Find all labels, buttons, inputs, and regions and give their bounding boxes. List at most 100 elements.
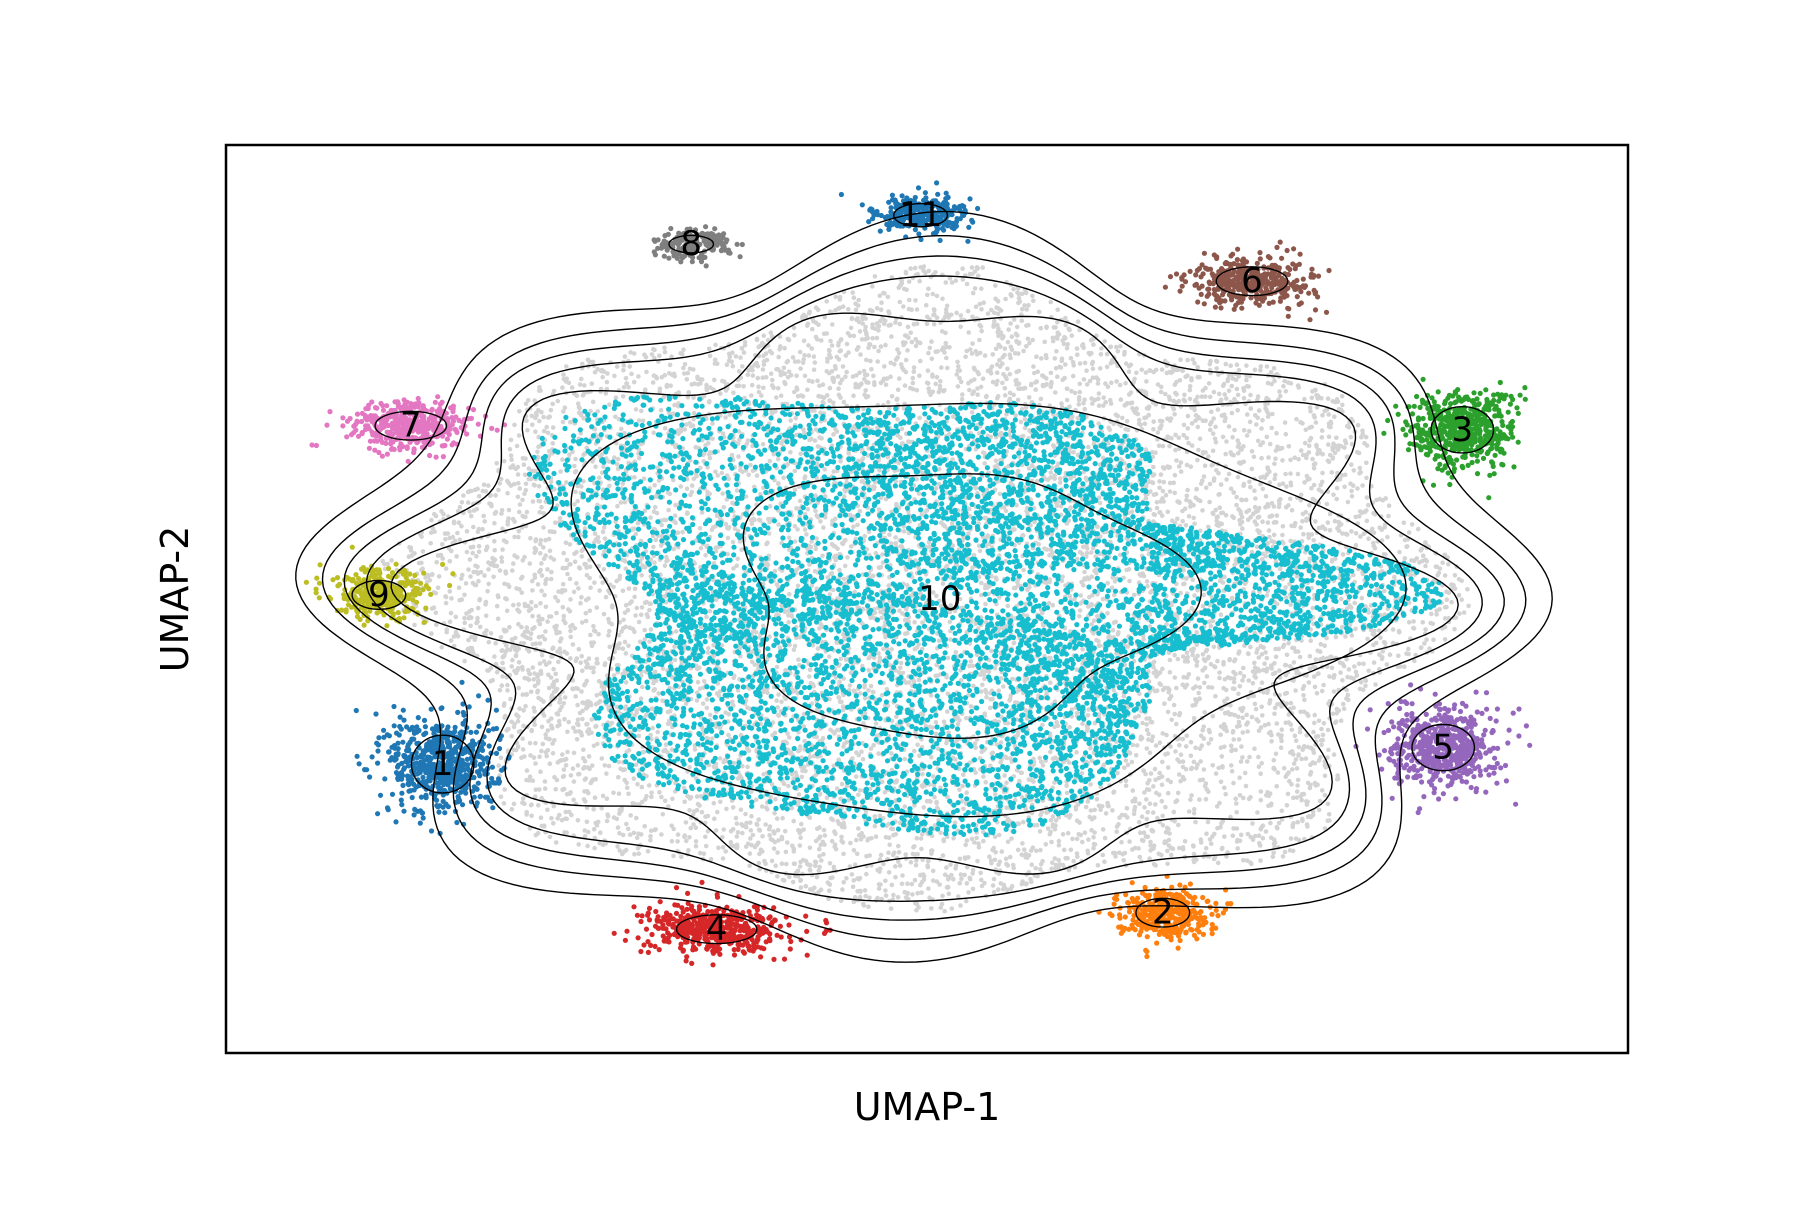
background-point — [929, 906, 934, 911]
background-point — [1007, 371, 1013, 377]
background-point — [866, 529, 872, 535]
background-point — [743, 824, 749, 830]
background-point — [712, 816, 717, 821]
background-point — [940, 296, 945, 302]
background-point — [1236, 651, 1241, 656]
background-point — [643, 354, 649, 360]
background-point — [1283, 585, 1288, 590]
background-point — [716, 845, 721, 851]
background-point — [586, 596, 591, 601]
background-point — [482, 573, 487, 578]
background-point — [726, 732, 731, 738]
background-point — [838, 337, 844, 342]
background-point — [1049, 839, 1054, 845]
background-point — [840, 364, 846, 369]
background-point — [1184, 497, 1189, 503]
background-point — [829, 816, 834, 821]
background-point — [925, 368, 931, 374]
background-point — [998, 881, 1004, 886]
background-point — [1329, 470, 1335, 475]
background-point — [967, 387, 972, 393]
background-point — [740, 830, 745, 836]
background-point — [1260, 835, 1266, 841]
background-point — [1201, 592, 1206, 598]
background-point — [796, 657, 801, 662]
background-point — [846, 797, 851, 803]
background-point — [1158, 389, 1164, 395]
background-point — [954, 310, 959, 316]
background-point — [447, 559, 453, 564]
background-point — [1060, 832, 1066, 837]
background-point — [1160, 404, 1166, 410]
background-point — [982, 461, 987, 466]
background-point — [1214, 515, 1220, 520]
background-point — [1087, 352, 1093, 357]
background-point — [682, 362, 688, 367]
background-point — [1291, 660, 1297, 665]
background-point — [998, 676, 1004, 681]
background-point — [520, 800, 525, 806]
background-point — [970, 867, 976, 873]
background-point — [1212, 831, 1217, 837]
background-point — [408, 545, 414, 550]
background-point — [609, 621, 615, 627]
background-point — [707, 608, 713, 614]
background-point — [917, 278, 922, 284]
background-point — [720, 491, 725, 496]
background-point — [1238, 670, 1243, 676]
background-point — [988, 697, 993, 702]
background-point — [1151, 784, 1156, 789]
background-point — [926, 350, 931, 356]
background-point — [701, 679, 707, 684]
background-point — [543, 629, 548, 634]
background-point — [575, 763, 581, 768]
background-point — [1281, 765, 1287, 771]
background-point — [1352, 600, 1357, 606]
background-point — [448, 610, 454, 616]
background-point — [1188, 797, 1193, 802]
background-point — [1316, 525, 1322, 531]
background-point — [1396, 653, 1401, 659]
background-point — [1288, 836, 1294, 841]
background-point — [1095, 863, 1101, 868]
background-point — [476, 494, 482, 499]
background-point — [726, 358, 732, 364]
background-point — [761, 772, 766, 777]
background-point — [968, 659, 974, 664]
background-point — [854, 347, 860, 352]
background-point — [933, 270, 938, 275]
background-point — [1216, 391, 1222, 397]
background-point — [497, 687, 503, 693]
background-point — [528, 535, 533, 541]
background-point — [486, 581, 492, 587]
background-point — [497, 568, 503, 573]
background-point — [842, 494, 847, 499]
background-point — [683, 820, 689, 825]
background-point — [774, 664, 780, 670]
background-point — [1275, 770, 1281, 775]
background-point — [1273, 646, 1278, 652]
background-point — [1074, 836, 1080, 842]
background-point — [934, 799, 939, 805]
background-point — [1146, 731, 1151, 737]
background-point — [703, 843, 709, 849]
background-point — [615, 844, 620, 849]
background-point — [767, 458, 773, 464]
background-point — [556, 659, 561, 665]
background-point — [1288, 700, 1294, 706]
background-point — [847, 333, 853, 339]
background-point — [1272, 476, 1277, 482]
background-point — [955, 270, 960, 276]
background-point — [601, 464, 606, 470]
background-point — [1063, 362, 1068, 367]
background-point — [547, 834, 553, 840]
background-point — [623, 651, 629, 656]
background-point — [587, 608, 593, 614]
background-point — [1253, 706, 1259, 712]
background-point — [747, 820, 753, 825]
background-point — [547, 548, 553, 554]
background-point — [1026, 395, 1032, 400]
background-point — [1020, 291, 1025, 297]
background-point — [842, 563, 848, 569]
background-point — [1201, 474, 1207, 479]
